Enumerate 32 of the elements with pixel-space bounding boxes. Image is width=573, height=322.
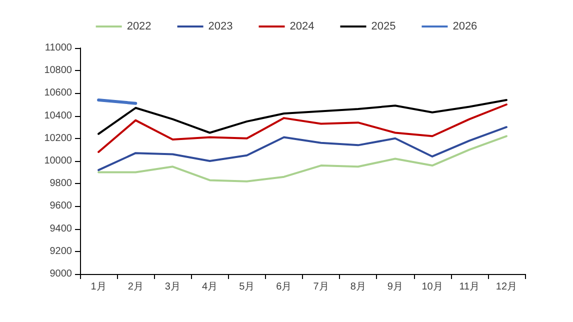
y-tick-label: 9400 bbox=[50, 223, 72, 234]
y-tick-label: 11000 bbox=[44, 42, 72, 54]
x-tick-label: 11月 bbox=[459, 282, 480, 292]
x-tick-label: 4月 bbox=[202, 282, 218, 292]
legend-label: 2023 bbox=[208, 20, 233, 32]
y-tick-label: 10200 bbox=[44, 132, 72, 144]
line-series bbox=[98, 126, 508, 172]
y-tick-label: 9200 bbox=[50, 246, 72, 257]
y-tick-label: 9600 bbox=[50, 200, 72, 212]
y-tick-label: 10600 bbox=[44, 88, 72, 99]
y-tick-label: 9800 bbox=[50, 178, 72, 190]
legend-label: 2022 bbox=[126, 20, 152, 32]
y-tick-label: 10000 bbox=[44, 156, 72, 166]
x-tick-label: 7月 bbox=[313, 282, 329, 292]
y-tick-label: 10400 bbox=[44, 110, 72, 122]
x-tick-label: 6月 bbox=[276, 282, 292, 292]
x-tick-label: 8月 bbox=[350, 282, 366, 292]
legend-label: 2025 bbox=[371, 20, 396, 32]
y-tick-label: 10800 bbox=[44, 65, 72, 76]
x-tick-label: 12月 bbox=[496, 282, 518, 292]
x-tick-label: 2月 bbox=[128, 282, 144, 292]
x-tick-label: 1月 bbox=[90, 282, 106, 292]
line-series bbox=[98, 104, 508, 153]
line-series bbox=[98, 98, 508, 135]
y-tick-label: 9000 bbox=[50, 268, 72, 280]
x-tick-label: 3月 bbox=[164, 282, 180, 292]
x-tick-label: 9月 bbox=[387, 282, 403, 292]
legend-label: 2026 bbox=[452, 20, 478, 32]
line-series bbox=[98, 135, 508, 182]
x-tick-label: 10月 bbox=[422, 282, 443, 292]
legend-label: 2024 bbox=[290, 20, 314, 32]
x-tick-label: 5月 bbox=[239, 282, 255, 292]
